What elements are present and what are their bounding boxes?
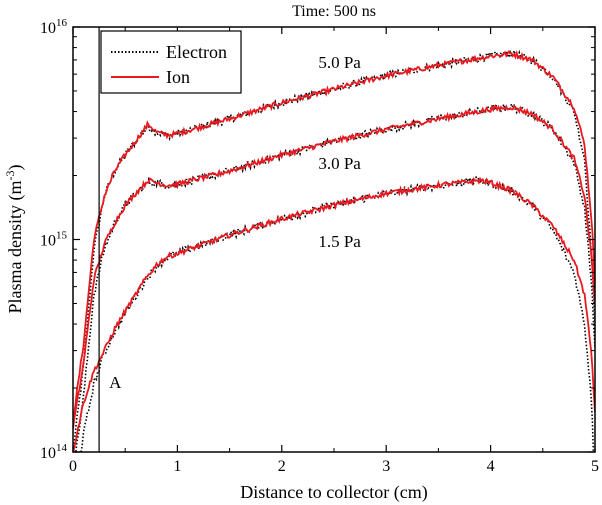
- y-axis-label: Plasma density (m-3): [3, 165, 26, 314]
- x-tick-label: 3: [382, 458, 390, 475]
- y-tick-label: 1015: [40, 230, 68, 250]
- curve-electron-50: [73, 48, 595, 451]
- chart-title: Time: 500 ns: [292, 3, 376, 20]
- pressure-label-50: 5.0 Pa: [318, 53, 361, 72]
- x-tick-label: 5: [591, 458, 599, 475]
- marker-label-a: A: [109, 373, 122, 392]
- x-tick-label: 2: [278, 458, 286, 475]
- legend: Electron Ion: [100, 30, 242, 94]
- pressure-label-15: 1.5 Pa: [318, 232, 361, 251]
- x-tick-label: 4: [487, 458, 495, 475]
- axis-ticks: 0 1 2 3 4 5 1014 1015 1016: [40, 17, 599, 475]
- x-tick-label: 1: [173, 458, 181, 475]
- y-axis-label-base: Plasma density (m: [5, 181, 26, 314]
- x-axis-label: Distance to collector (cm): [240, 482, 427, 503]
- y-tick-label: 1014: [40, 442, 68, 462]
- y-tick-label: 1016: [40, 17, 68, 37]
- curve-ion-30: [73, 104, 595, 430]
- curve-ion-15: [73, 176, 595, 452]
- curves-layer: [73, 48, 595, 452]
- x-tick-label: 0: [69, 458, 77, 475]
- legend-electron-label: Electron: [166, 42, 227, 62]
- y-axis-label-sup: -3: [3, 171, 17, 181]
- pressure-label-30: 3.0 Pa: [318, 154, 361, 173]
- curve-labels: 5.0 Pa 3.0 Pa 1.5 Pa A: [109, 53, 361, 392]
- legend-box: [100, 30, 242, 94]
- y-axis-label-close: ): [5, 165, 26, 171]
- curve-ion-50: [73, 49, 595, 423]
- legend-ion-label: Ion: [166, 67, 190, 87]
